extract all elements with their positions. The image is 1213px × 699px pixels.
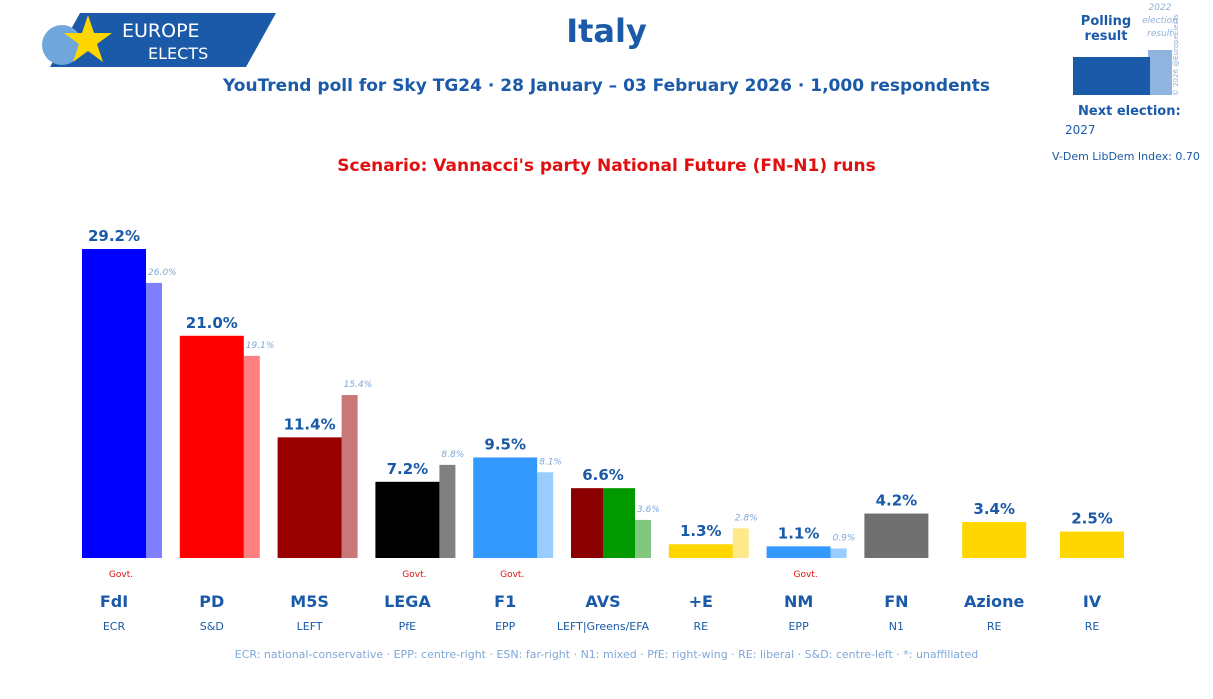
next-election-year: 2027 (1065, 123, 1096, 137)
party-name: LEGA (384, 592, 431, 611)
party-name: F1 (494, 592, 516, 611)
bar-M5S (277, 437, 342, 558)
bar-AVS (571, 488, 603, 558)
party-group: EPP (495, 620, 516, 633)
bar-Azione (962, 522, 1027, 558)
value-label: 3.4% (973, 500, 1015, 518)
legend-prev: 2022 election result (1142, 3, 1178, 39)
europe-elects-logo: EUROPE ELECTS (42, 13, 276, 67)
bar-FN (864, 513, 929, 558)
party-name: FdI (100, 592, 128, 611)
value-label: 1.3% (680, 522, 722, 540)
prev-label: 2.8% (735, 513, 758, 523)
prev-bar-M5S (341, 395, 358, 558)
value-label: 6.6% (582, 466, 624, 484)
party-name: PD (199, 592, 224, 611)
legend-polling: Polling result (1080, 14, 1132, 44)
party-name: +E (689, 592, 713, 611)
page-title: Italy (566, 12, 647, 50)
vdem-index: V-Dem LibDem Index: 0.70 (1052, 150, 1200, 163)
value-label: 4.2% (876, 492, 918, 510)
govt-label: Govt. (109, 570, 133, 580)
party-group: LEFT|Greens/EFA (557, 620, 650, 633)
party-group: RE (694, 620, 709, 633)
value-label: 29.2% (88, 227, 140, 245)
value-label: 1.1% (778, 524, 820, 542)
bar-+E (668, 544, 733, 558)
party-name: Azione (964, 592, 1025, 611)
value-label: 9.5% (484, 435, 526, 453)
party-name: M5S (290, 592, 329, 611)
bar-AVS (603, 488, 635, 558)
value-label: 7.2% (387, 460, 429, 478)
party-group: PfE (399, 620, 417, 633)
bar-FdI (82, 249, 146, 558)
prev-bar-PD (243, 355, 260, 558)
prev-label: 0.9% (833, 533, 856, 543)
party-group: EPP (788, 620, 809, 633)
govt-label: Govt. (793, 570, 817, 580)
prev-bar-AVS (635, 519, 651, 558)
party-group: RE (1085, 620, 1100, 633)
svg-text:EUROPE: EUROPE (122, 20, 200, 42)
value-label: 11.4% (284, 415, 336, 433)
bar-PD (179, 335, 244, 558)
party-group: LEFT (297, 620, 323, 633)
prev-bar-LEGA (439, 464, 456, 558)
prev-label: 26.0% (148, 268, 177, 278)
govt-label: Govt. (500, 570, 524, 580)
bar-LEGA (375, 481, 440, 558)
prev-bar-F1 (537, 472, 554, 558)
party-name: FN (884, 592, 908, 611)
svg-text:ELECTS: ELECTS (148, 44, 208, 63)
prev-bar-FdI (146, 282, 162, 558)
legend-prev-swatch (1148, 50, 1172, 95)
prev-bar-NM (830, 548, 847, 558)
party-name: NM (784, 592, 813, 611)
party-name: AVS (585, 592, 620, 611)
prev-label: 19.1% (246, 341, 275, 351)
legend-polling-swatch (1073, 57, 1150, 95)
prev-label: 8.8% (441, 450, 464, 460)
prev-label: 8.1% (539, 457, 562, 467)
govt-label: Govt. (402, 570, 426, 580)
value-label: 2.5% (1071, 510, 1113, 528)
party-group: RE (987, 620, 1002, 633)
party-group: S&D (200, 620, 224, 633)
next-election-label: Next election: (1078, 104, 1181, 119)
party-group: ECR (103, 620, 126, 633)
party-name: IV (1083, 592, 1102, 611)
scenario-text: Scenario: Vannacci's party National Futu… (337, 156, 876, 176)
bar-NM (766, 546, 831, 558)
party-group: N1 (889, 620, 904, 633)
bar-F1 (473, 457, 538, 558)
bar-IV (1060, 531, 1124, 558)
prev-bar-+E (732, 528, 749, 558)
footer-legend: ECR: national-conservative · EPP: centre… (234, 648, 979, 661)
value-label: 21.0% (186, 314, 238, 332)
subtitle: YouTrend poll for Sky TG24 · 28 January … (223, 76, 990, 96)
prev-label: 15.4% (344, 380, 373, 390)
prev-label: 3.6% (637, 505, 660, 515)
